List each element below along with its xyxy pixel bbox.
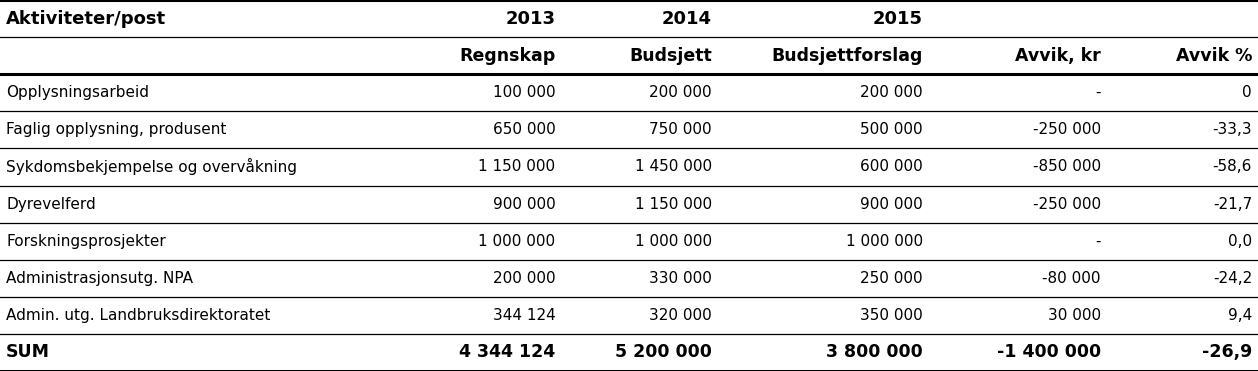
Text: Avvik %: Avvik % (1176, 47, 1252, 65)
Text: 0: 0 (1243, 85, 1252, 100)
Text: 330 000: 330 000 (649, 271, 712, 286)
Text: 1 000 000: 1 000 000 (635, 234, 712, 249)
Text: Administrasjonsutg. NPA: Administrasjonsutg. NPA (6, 271, 192, 286)
Text: Dyrevelferd: Dyrevelferd (6, 197, 96, 211)
Text: -80 000: -80 000 (1043, 271, 1101, 286)
Text: -850 000: -850 000 (1033, 160, 1101, 174)
Text: -21,7: -21,7 (1213, 197, 1252, 211)
Text: 9,4: 9,4 (1228, 308, 1252, 323)
Text: 100 000: 100 000 (493, 85, 556, 100)
Text: 2015: 2015 (873, 10, 922, 27)
Text: Faglig opplysning, produsent: Faglig opplysning, produsent (6, 122, 226, 137)
Text: 350 000: 350 000 (860, 308, 922, 323)
Text: -26,9: -26,9 (1201, 344, 1252, 361)
Text: 250 000: 250 000 (860, 271, 922, 286)
Text: 1 150 000: 1 150 000 (478, 160, 556, 174)
Text: 500 000: 500 000 (860, 122, 922, 137)
Text: 200 000: 200 000 (649, 85, 712, 100)
Text: Regnskap: Regnskap (459, 47, 556, 65)
Text: Budsjett: Budsjett (629, 47, 712, 65)
Text: 30 000: 30 000 (1048, 308, 1101, 323)
Text: 200 000: 200 000 (493, 271, 556, 286)
Text: -33,3: -33,3 (1213, 122, 1252, 137)
Text: -58,6: -58,6 (1213, 160, 1252, 174)
Text: 750 000: 750 000 (649, 122, 712, 137)
Text: 0,0: 0,0 (1228, 234, 1252, 249)
Text: 900 000: 900 000 (493, 197, 556, 211)
Text: -: - (1096, 234, 1101, 249)
Text: 1 450 000: 1 450 000 (635, 160, 712, 174)
Text: 320 000: 320 000 (649, 308, 712, 323)
Text: SUM: SUM (6, 344, 50, 361)
Text: Forskningsprosjekter: Forskningsprosjekter (6, 234, 166, 249)
Text: Budsjettforslag: Budsjettforslag (771, 47, 922, 65)
Text: 600 000: 600 000 (860, 160, 922, 174)
Text: 1 000 000: 1 000 000 (478, 234, 556, 249)
Text: Opplysningsarbeid: Opplysningsarbeid (6, 85, 148, 100)
Text: 650 000: 650 000 (493, 122, 556, 137)
Text: 1 000 000: 1 000 000 (845, 234, 922, 249)
Text: -1 400 000: -1 400 000 (996, 344, 1101, 361)
Text: Sykdomsbekjempelse og overvåkning: Sykdomsbekjempelse og overvåkning (6, 158, 297, 175)
Text: 2013: 2013 (506, 10, 556, 27)
Text: Aktiviteter/post: Aktiviteter/post (6, 10, 166, 27)
Text: 344 124: 344 124 (493, 308, 556, 323)
Text: 2014: 2014 (662, 10, 712, 27)
Text: -: - (1096, 85, 1101, 100)
Text: -250 000: -250 000 (1033, 122, 1101, 137)
Text: 5 200 000: 5 200 000 (615, 344, 712, 361)
Text: 3 800 000: 3 800 000 (827, 344, 922, 361)
Text: 4 344 124: 4 344 124 (459, 344, 556, 361)
Text: 200 000: 200 000 (860, 85, 922, 100)
Text: 900 000: 900 000 (860, 197, 922, 211)
Text: Avvik, kr: Avvik, kr (1015, 47, 1101, 65)
Text: Admin. utg. Landbruksdirektoratet: Admin. utg. Landbruksdirektoratet (6, 308, 270, 323)
Text: -250 000: -250 000 (1033, 197, 1101, 211)
Text: -24,2: -24,2 (1213, 271, 1252, 286)
Text: 1 150 000: 1 150 000 (635, 197, 712, 211)
